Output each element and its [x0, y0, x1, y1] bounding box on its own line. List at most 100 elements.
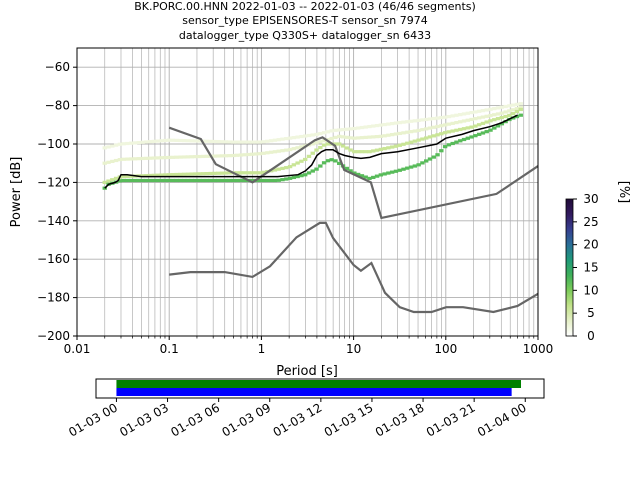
density-cell [321, 139, 327, 143]
density-cell [242, 178, 247, 183]
density-cell [246, 152, 251, 157]
density-cell [170, 178, 176, 183]
density-cell [352, 150, 357, 154]
density-cell [261, 151, 266, 155]
density-cell [439, 124, 444, 128]
density-cell [295, 174, 300, 179]
density-cell [337, 161, 342, 166]
density-cell [253, 152, 259, 156]
density-cell [333, 135, 338, 140]
density-cell [416, 118, 421, 122]
density-cell [125, 157, 130, 161]
density-cell [276, 149, 281, 153]
density-cell [442, 131, 448, 135]
density-cell [329, 129, 334, 133]
density-cell [174, 155, 179, 159]
density-cell [231, 178, 236, 183]
density-cell [268, 139, 274, 143]
density-cell [299, 145, 304, 149]
density-cell [363, 175, 368, 179]
density-cell [181, 155, 187, 159]
density-cell [200, 172, 206, 176]
density-cell [507, 104, 512, 108]
density-cell [257, 152, 263, 156]
density-cell [310, 169, 315, 173]
y-tick-label: −140 [37, 214, 70, 228]
density-cell [144, 140, 149, 144]
density-cell [250, 171, 255, 175]
density-cell [151, 173, 157, 177]
density-cell [367, 135, 372, 139]
density-cell [442, 123, 448, 127]
density-cell [484, 120, 489, 124]
density-cell [189, 155, 194, 159]
density-cell [461, 127, 467, 131]
y-tick-label: −100 [37, 137, 70, 151]
density-cell [495, 124, 501, 128]
density-cell [174, 138, 179, 142]
density-cell [352, 126, 357, 131]
density-cell [393, 169, 399, 173]
density-cell [344, 135, 349, 139]
timeline-bar [116, 380, 522, 388]
density-cell [359, 125, 365, 130]
y-axis-label: Power [dB] [9, 157, 24, 228]
density-cell [295, 135, 300, 139]
density-cell [401, 131, 406, 135]
density-cell [386, 133, 391, 137]
density-cell [431, 155, 436, 159]
density-cell [121, 174, 126, 179]
density-cell [110, 178, 115, 182]
density-cell [427, 157, 433, 161]
density-cell [163, 178, 168, 183]
density-cell [389, 121, 395, 126]
density-cell [204, 139, 210, 143]
density-cell [424, 117, 429, 122]
density-cell [147, 173, 153, 178]
density-cell [454, 128, 459, 132]
density-cell [204, 178, 210, 183]
density-cell [473, 117, 478, 121]
density-cell [371, 149, 376, 153]
density-cell [284, 166, 289, 170]
density-cell [284, 148, 289, 152]
density-cell [284, 177, 289, 181]
density-cell [473, 110, 478, 114]
density-cell [427, 126, 433, 130]
density-cell [246, 140, 251, 144]
density-cell [408, 140, 414, 144]
density-cell [159, 139, 164, 143]
density-cell [435, 153, 440, 157]
density-cell [458, 127, 463, 132]
density-cell [280, 178, 285, 182]
density-cell [393, 144, 399, 148]
density-cell [344, 166, 349, 171]
noise-model-nlnm [169, 221, 539, 314]
density-cell [170, 138, 176, 142]
density-cell [518, 113, 523, 117]
density-cell [420, 128, 425, 132]
density-cell [325, 137, 331, 142]
density-cell [314, 167, 319, 171]
density-cell [170, 173, 176, 177]
density-cell [401, 120, 406, 124]
density-cell [208, 178, 213, 183]
density-cell [337, 128, 342, 132]
density-cell [102, 180, 107, 184]
density-cell [295, 161, 300, 165]
colorbar-ticks: 0 5 10 15 20 25 30 [573, 192, 599, 343]
density-cell [170, 155, 176, 159]
density-cell [503, 110, 508, 114]
density-cell [514, 102, 520, 106]
density-cell [193, 178, 198, 183]
density-cell [465, 126, 471, 130]
colorbar-label: [%] [616, 181, 631, 204]
density-cell [125, 174, 130, 178]
density-cell [427, 117, 433, 121]
density-cell [159, 173, 164, 177]
density-cell [147, 140, 153, 144]
density-cell [265, 178, 270, 183]
density-cell [185, 172, 191, 176]
density-cell [155, 173, 160, 177]
density-cell [355, 150, 361, 154]
